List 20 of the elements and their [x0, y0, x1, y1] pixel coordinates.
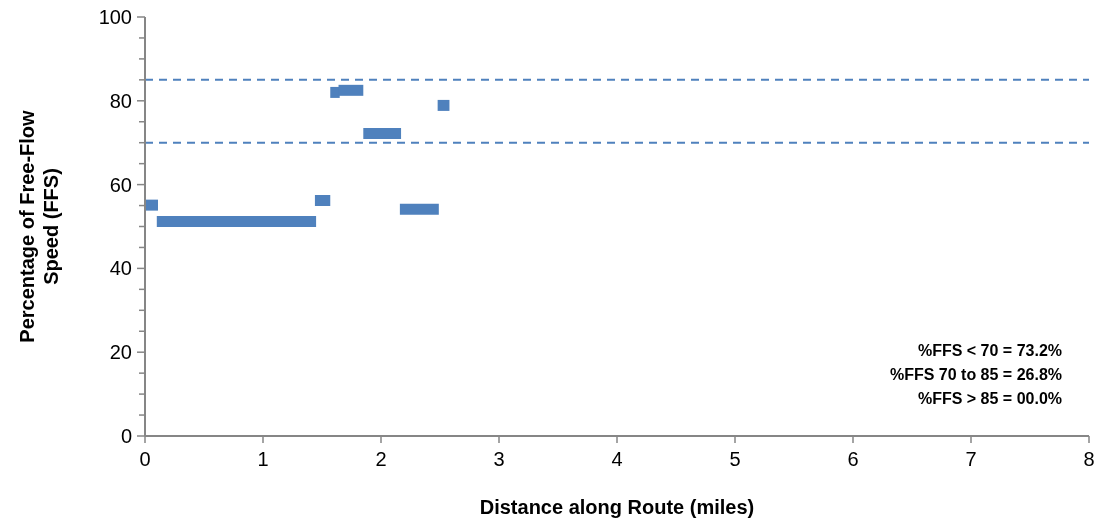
x-tick-label: 8 [1083, 448, 1095, 470]
y-tick-label: 40 [109, 257, 132, 280]
annotation: %FFS 70 to 85 = 26.8% [889, 366, 1062, 383]
x-tick-label: 4 [611, 448, 623, 470]
y-tick-label: 80 [109, 89, 132, 112]
y-tick-label: 0 [120, 425, 132, 447]
y-tick-label: 60 [109, 173, 132, 196]
annotation: %FFS < 70 = 73.2% [917, 342, 1062, 359]
y-tick-label: 20 [109, 341, 132, 364]
x-tick-label: 5 [729, 448, 741, 470]
x-tick-label: 0 [139, 448, 151, 470]
x-axis-title: Distance along Route (miles) [479, 496, 755, 518]
y-tick-label: 100 [98, 6, 132, 28]
x-tick-label: 6 [847, 448, 859, 470]
x-tick-label: 2 [375, 448, 387, 470]
x-tick-label: 7 [965, 448, 977, 470]
y-axis-title: Percentage of Free-Flow Speed (FFS) [16, 109, 62, 343]
x-tick-label: 3 [493, 448, 505, 470]
annotation: %FFS > 85 = 00.0% [917, 390, 1062, 407]
x-tick-label: 1 [257, 448, 269, 470]
